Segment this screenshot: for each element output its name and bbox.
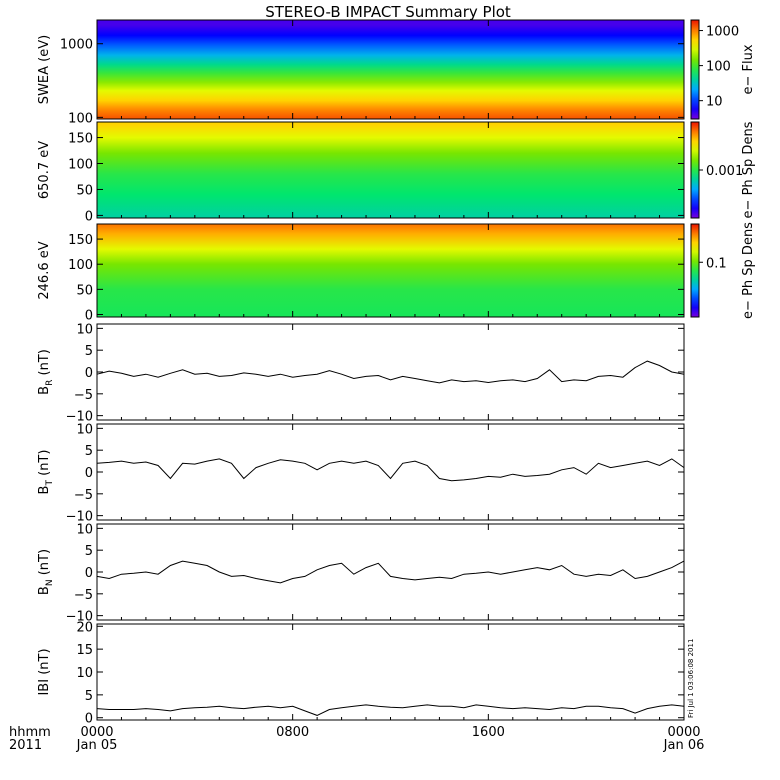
colorbar-tick-label: 0.1 [706, 256, 727, 271]
series-line-6 [96, 560, 685, 584]
y-tick-label: 150 [68, 233, 93, 248]
corner-year: 2011 [9, 738, 42, 753]
heatmap-2 [97, 122, 684, 218]
colorbar-2 [690, 121, 700, 219]
y-tick-label: 5 [85, 544, 93, 559]
series-line-5 [96, 458, 685, 482]
colorbar-1 [690, 19, 700, 120]
y-tick-label: 0 [85, 209, 93, 224]
y-tick-label: 100 [68, 158, 93, 173]
y-tick-label: 1000 [60, 38, 93, 53]
y-tick-label: 10 [76, 666, 93, 681]
y-axis-label: SWEA (eV) [37, 35, 52, 104]
y-tick-label: 10 [76, 322, 93, 337]
y-tick-label: −5 [74, 488, 93, 503]
colorbar-tick-label: 0.001 [706, 164, 743, 179]
panel-3: 0.1 e− Ph Sp Dens 0 50 100 150 246.6 eV [37, 222, 756, 324]
y-tick-label: −5 [74, 588, 93, 603]
y-tick-label: 15 [76, 643, 93, 658]
y-tick-label: 10 [76, 422, 93, 437]
y-tick-label: −5 [74, 388, 93, 403]
y-tick-label: −10 [66, 510, 93, 525]
y-tick-label: 100 [68, 258, 93, 273]
panel-frame [96, 423, 685, 521]
panel-4: −10 −5 0 5 10 BR (nT) [37, 322, 685, 425]
colorbar-tick-label: 100 [706, 60, 731, 75]
side-stamp: Fri Jul 1 03:06:08 2011 [687, 639, 695, 718]
x-tick-label: 0000 [667, 725, 700, 740]
x-tick-label: 0800 [276, 725, 309, 740]
panel-frame [96, 623, 685, 721]
colorbar-tick-label: 10 [706, 95, 723, 110]
y-tick-label: 5 [85, 689, 93, 704]
y-tick-label: 5 [85, 444, 93, 459]
y-tick-label: −10 [66, 610, 93, 625]
x-tick-date: Jan 06 [663, 738, 705, 753]
x-tick-date: Jan 05 [76, 738, 118, 753]
heatmap-1 [97, 20, 684, 119]
x-tick-label: 0000 [80, 725, 113, 740]
y-tick-label: 0 [85, 466, 93, 481]
y-axis-label: BR (nT) [37, 349, 55, 395]
y-axis-label: 650.7 eV [37, 141, 52, 199]
panel-frame [96, 323, 685, 421]
y-axis-label: BN (nT) [37, 549, 55, 595]
panel-6: −10 −5 0 5 10 BN (nT) [37, 522, 685, 625]
panel-7: 0 5 10 15 20 IBI (nT) [37, 620, 685, 727]
panel-frame [96, 523, 685, 621]
heatmap-3 [97, 224, 684, 317]
y-tick-label: 0 [85, 712, 93, 727]
corner-hhmm: hhmm [9, 725, 51, 740]
y-tick-label: 50 [76, 283, 93, 298]
colorbar-3 [690, 223, 700, 318]
y-tick-label: 20 [76, 620, 93, 635]
series-line-4 [96, 360, 685, 384]
colorbar-label: e− Flux [741, 44, 756, 94]
y-tick-label: −10 [66, 410, 93, 425]
y-tick-label: 5 [85, 344, 93, 359]
y-axis-label: IBI (nT) [37, 648, 52, 695]
colorbar-label: e− Ph Sp Dens [741, 222, 756, 319]
y-tick-label: 100 [68, 111, 93, 126]
colorbar-label: e− Ph Sp Dens [741, 121, 756, 218]
y-tick-label: 0 [85, 308, 93, 323]
y-tick-label: 0 [85, 566, 93, 581]
y-tick-label: 150 [68, 132, 93, 147]
y-tick-label: 50 [76, 183, 93, 198]
y-tick-label: 10 [76, 522, 93, 537]
series-line-7 [96, 704, 685, 716]
x-tick-label: 1600 [472, 725, 505, 740]
y-tick-label: 0 [85, 366, 93, 381]
colorbar-tick-label: 1000 [706, 25, 739, 40]
plot-title: STEREO-B IMPACT Summary Plot [265, 3, 511, 21]
y-axis-label: 246.6 eV [37, 241, 52, 299]
panel-5: −10 −5 0 5 10 BT (nT) [37, 422, 685, 525]
y-axis-label: BT (nT) [37, 450, 55, 495]
